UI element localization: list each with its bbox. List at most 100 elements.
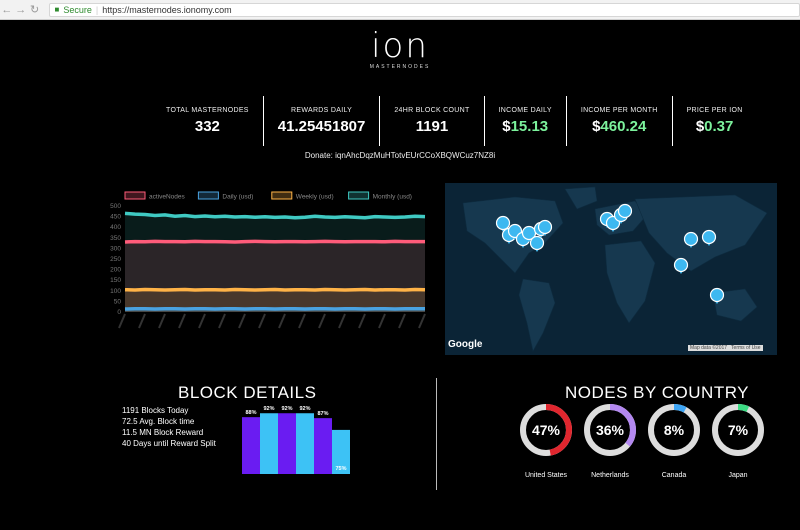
x-tick-mark bbox=[118, 313, 126, 329]
donut-arc bbox=[584, 404, 636, 456]
x-tick-mark bbox=[298, 313, 306, 329]
series-area bbox=[125, 213, 425, 312]
browser-toolbar: ← → ↻ ■ Secure | https://masternodes.ion… bbox=[0, 0, 800, 20]
map-terms-link[interactable]: Terms of Use bbox=[731, 345, 761, 351]
history-chart: activeNodes Daily (usd) Weekly (usd) Monthl… bbox=[95, 188, 435, 343]
legend-swatch[interactable] bbox=[197, 191, 219, 200]
logo-tagline: MASTERNODES bbox=[369, 64, 431, 70]
stat-value: 332 bbox=[194, 118, 220, 135]
block-detail-line: 40 Days until Reward Split bbox=[122, 439, 216, 448]
stat-label: 24HR BLOCK COUNT bbox=[394, 107, 470, 114]
logo-word: ion bbox=[371, 26, 429, 66]
stat-value: $0.37 bbox=[687, 118, 743, 135]
y-tick-label: 50 bbox=[114, 298, 122, 305]
x-tick-mark bbox=[358, 313, 366, 329]
donut-percent: 36% bbox=[596, 422, 625, 438]
block-bar bbox=[332, 429, 350, 474]
block-detail-line: 1191 Blocks Today bbox=[122, 406, 189, 415]
country-name: United States bbox=[524, 472, 568, 479]
stat-value: $15.13 bbox=[499, 118, 552, 135]
map-pin-icon[interactable] bbox=[495, 215, 511, 233]
map-pin-icon[interactable] bbox=[617, 203, 633, 221]
legend-label[interactable]: Monthly (usd) bbox=[373, 194, 412, 201]
stat-block-count: 24HR BLOCK COUNT 1191 bbox=[380, 96, 485, 146]
stat-price-per-ion: PRICE PER ION $0.37 bbox=[673, 96, 757, 146]
stat-rewards-daily: REWARDS DAILY 41.25451807 bbox=[264, 96, 381, 146]
donut-ring: 36% bbox=[584, 404, 636, 456]
x-tick-mark bbox=[318, 313, 326, 329]
series-line[interactable] bbox=[124, 211, 426, 220]
y-tick-label: 0 bbox=[117, 309, 121, 316]
stat-label: INCOME PER MONTH bbox=[580, 107, 658, 114]
map-pin-icon[interactable] bbox=[701, 229, 717, 247]
donut-ring: 8% bbox=[648, 404, 700, 456]
donut-arc bbox=[648, 404, 700, 456]
x-tick-mark bbox=[158, 313, 166, 329]
y-tick-label: 500 bbox=[110, 203, 121, 210]
block-bar bbox=[314, 418, 332, 474]
reload-icon[interactable]: ↻ bbox=[29, 4, 40, 16]
back-icon[interactable]: ← bbox=[1, 3, 13, 16]
series-area bbox=[125, 289, 425, 312]
legend-swatch[interactable] bbox=[124, 191, 146, 200]
donut-arc bbox=[712, 404, 764, 456]
stat-value: 41.25451807 bbox=[277, 118, 366, 135]
block-detail-line: 72.5 Avg. Block time bbox=[122, 417, 195, 426]
y-tick-label: 450 bbox=[110, 214, 121, 221]
address-separator: | bbox=[95, 4, 99, 15]
south-america-shape bbox=[518, 278, 556, 352]
world-map[interactable] bbox=[445, 183, 777, 355]
url-text: https://masternodes.ionomy.com bbox=[102, 4, 232, 15]
greenland-shape bbox=[564, 186, 598, 210]
stat-income-daily: INCOME DAILY $15.13 bbox=[485, 96, 567, 146]
forward-icon[interactable]: → bbox=[15, 3, 27, 16]
legend-label[interactable]: Daily (usd) bbox=[222, 194, 253, 201]
block-bar bbox=[296, 413, 314, 474]
donut-arc bbox=[520, 404, 572, 456]
block-details-title: BLOCK DETAILS bbox=[178, 383, 317, 402]
map-pin-icon[interactable] bbox=[673, 257, 689, 275]
block-bar-label: 92% bbox=[299, 406, 310, 412]
legend-label[interactable]: activeNodes bbox=[149, 194, 186, 201]
asia-shape bbox=[634, 194, 768, 272]
stat-value: $460.24 bbox=[581, 118, 658, 135]
y-tick-label: 200 bbox=[110, 267, 121, 274]
stat-label: INCOME DAILY bbox=[498, 107, 552, 114]
y-tick-label: 100 bbox=[110, 288, 121, 295]
address-bar[interactable]: ■ Secure | https://masternodes.ionomy.co… bbox=[49, 2, 800, 17]
legend-label[interactable]: Weekly (usd) bbox=[296, 194, 334, 201]
map-pin-icon[interactable] bbox=[683, 231, 699, 249]
y-tick-label: 300 bbox=[110, 245, 121, 252]
map-credit: Map data ©2017 Terms of Use bbox=[688, 345, 763, 351]
currency-symbol: $ bbox=[695, 118, 705, 135]
section-divider bbox=[436, 378, 437, 490]
donate-address: Donate: iqnAhcDqzMuHTotvEUrCCoXBQWCuz7NZ… bbox=[304, 151, 496, 160]
stat-amount: 15.13 bbox=[510, 118, 549, 135]
map-pin-icon[interactable] bbox=[529, 235, 545, 253]
series-line[interactable] bbox=[124, 239, 425, 244]
x-tick-mark bbox=[258, 313, 266, 329]
map-pin-icon[interactable] bbox=[537, 219, 553, 237]
donut-ring: 7% bbox=[712, 404, 764, 456]
x-tick-mark bbox=[198, 313, 206, 329]
currency-symbol: $ bbox=[592, 118, 601, 135]
series-line[interactable] bbox=[124, 287, 426, 292]
legend-swatch[interactable] bbox=[348, 191, 370, 200]
stat-amount: 460.24 bbox=[600, 118, 647, 135]
map-pin-icon[interactable] bbox=[709, 287, 725, 305]
legend-swatch[interactable] bbox=[271, 191, 293, 200]
x-tick-mark bbox=[278, 313, 286, 329]
stats-bar: TOTAL MASTERNODES 332 REWARDS DAILY 41.2… bbox=[152, 96, 757, 146]
series-area bbox=[125, 241, 425, 312]
country-name: Canada bbox=[661, 472, 687, 479]
country-donut: 8% Canada bbox=[647, 403, 701, 479]
country-donut: 36% Netherlands bbox=[583, 403, 637, 479]
x-tick-mark bbox=[378, 313, 386, 329]
secure-label: Secure bbox=[63, 4, 92, 15]
block-detail-line: 11.5 MN Block Reward bbox=[122, 428, 204, 437]
block-bar bbox=[242, 417, 260, 474]
google-logo: Google bbox=[448, 339, 483, 350]
stat-label: PRICE PER ION bbox=[686, 107, 743, 114]
block-bar-label: 92% bbox=[263, 406, 274, 412]
country-donut: 7% Japan bbox=[711, 403, 765, 479]
